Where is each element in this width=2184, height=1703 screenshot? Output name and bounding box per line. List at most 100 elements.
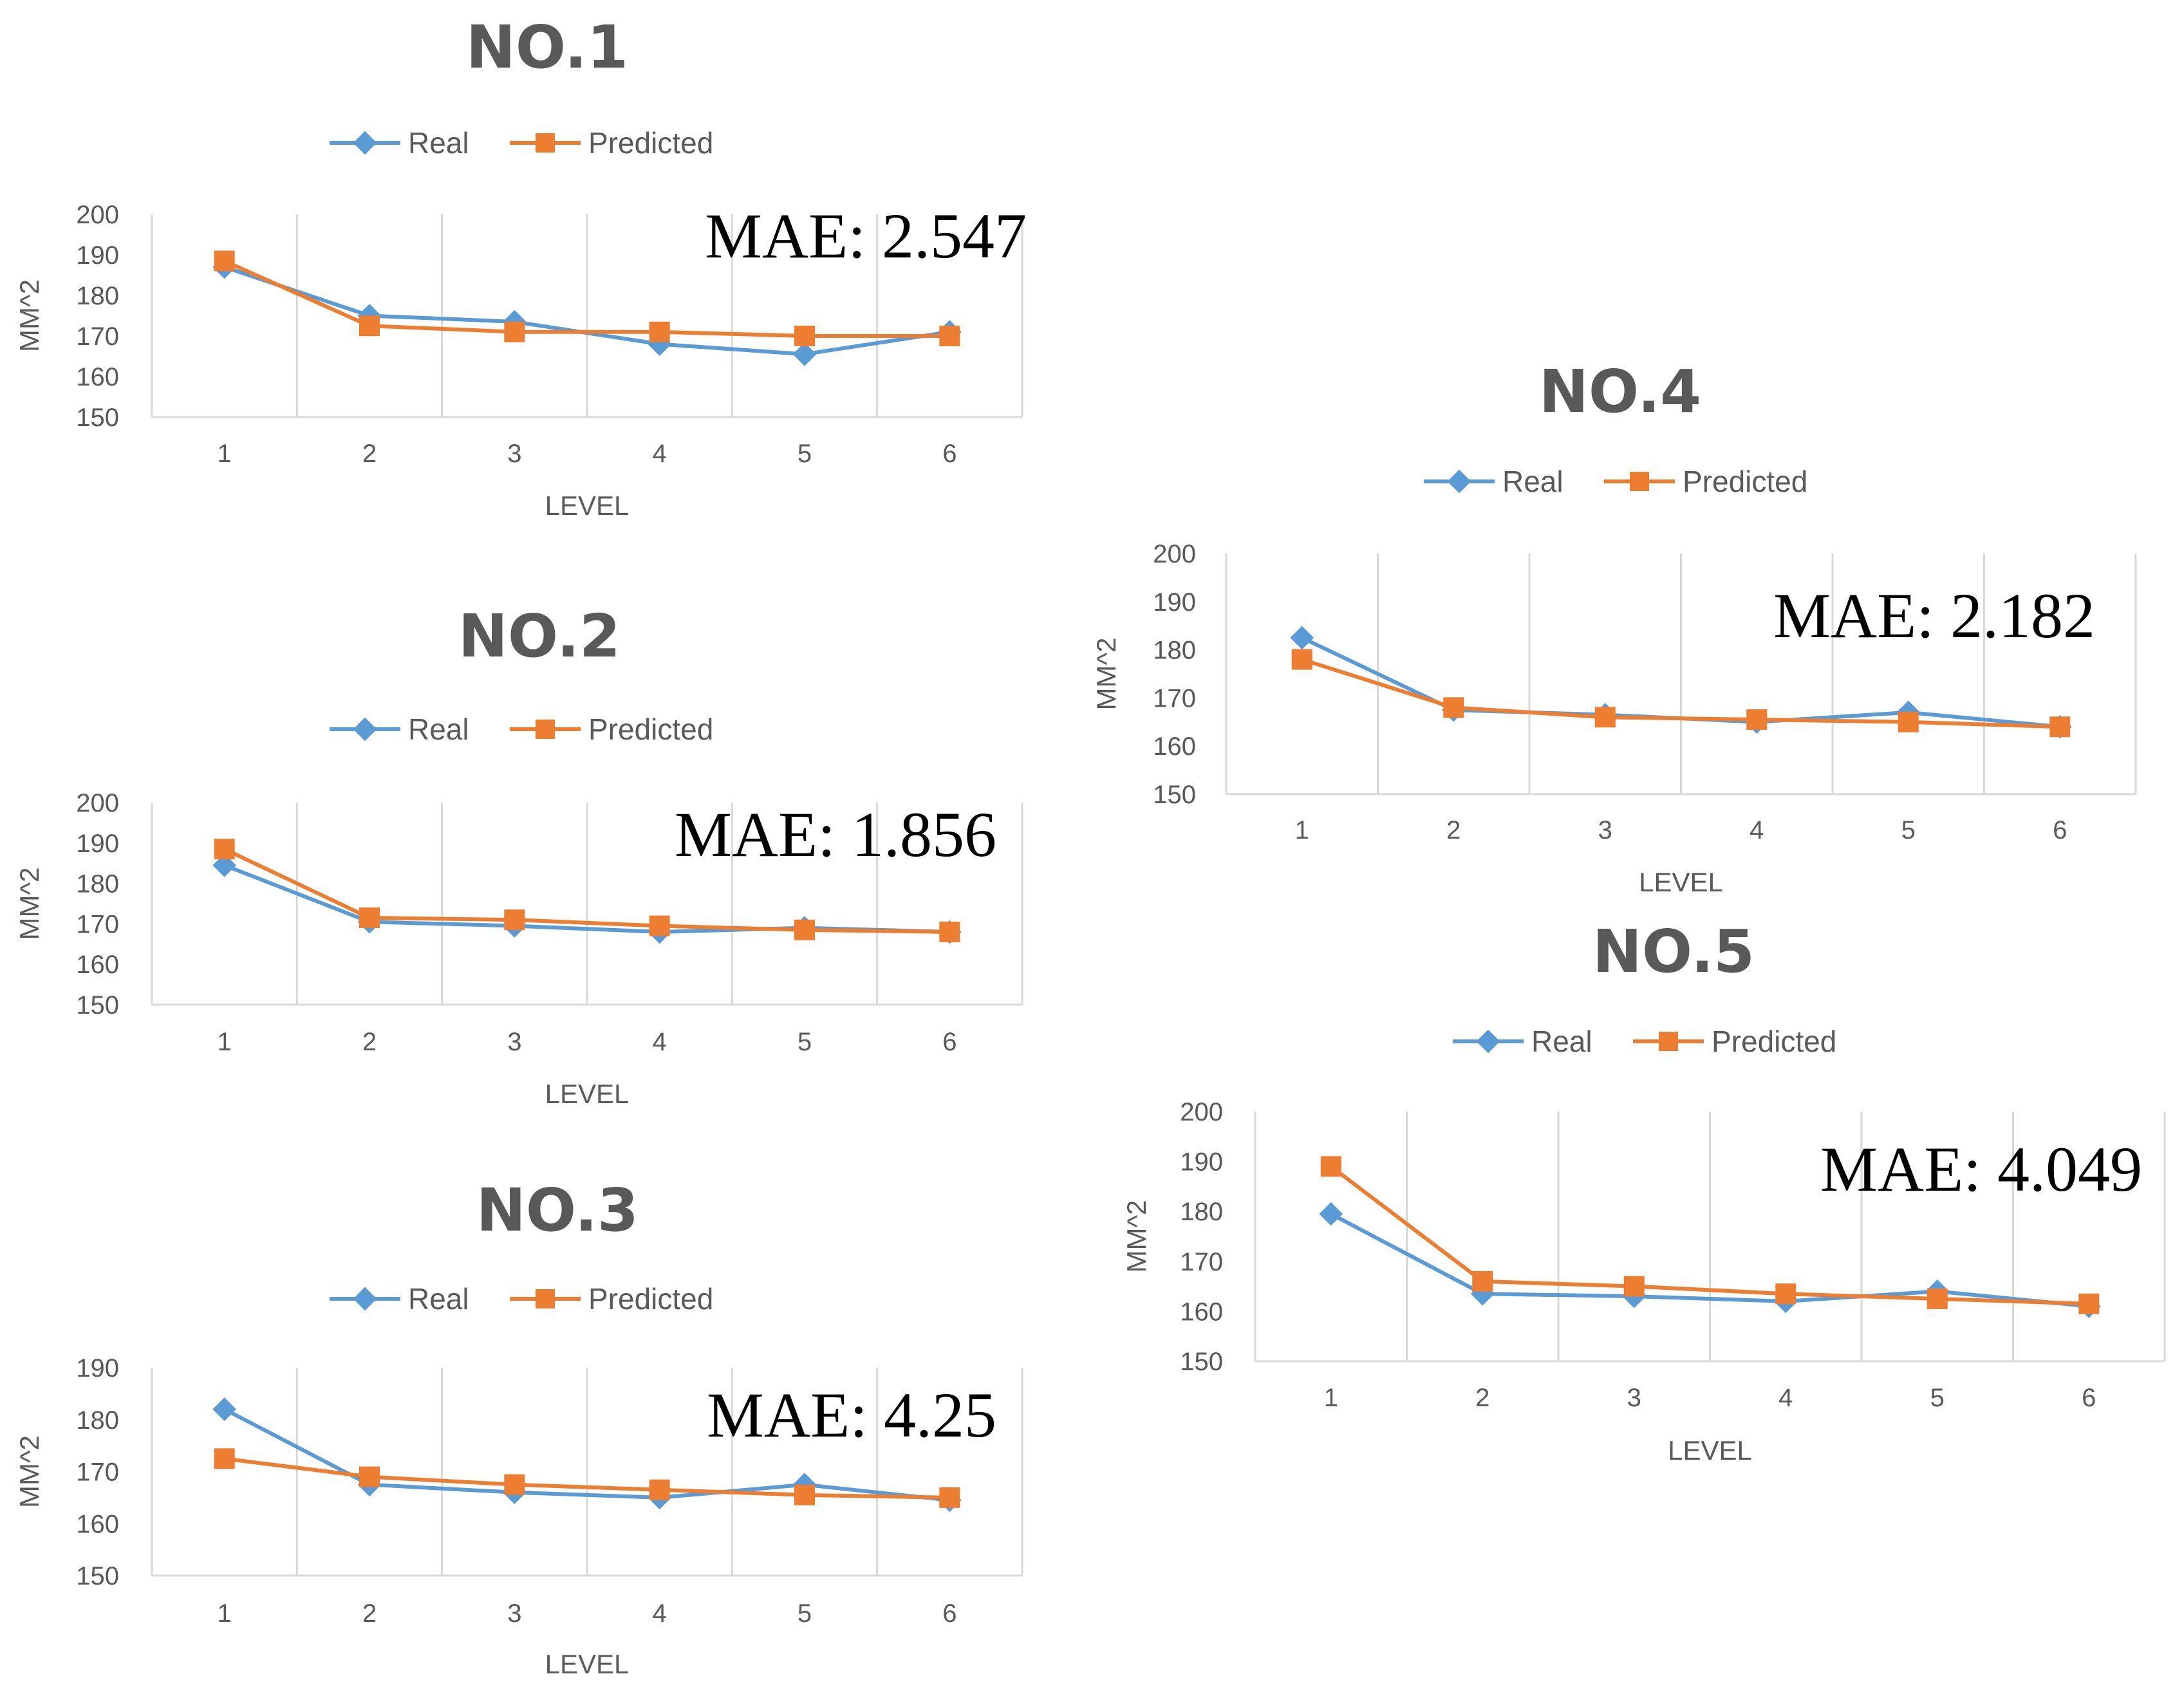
x-tick-label: 5 <box>798 1599 812 1628</box>
y-tick-label: 160 <box>1180 1298 1223 1326</box>
x-tick-label: 5 <box>798 1028 812 1056</box>
data-point-predicted <box>1320 1156 1341 1177</box>
legend-real-label: Real <box>408 126 469 160</box>
chart-title: NO.5 <box>1592 917 1755 986</box>
data-point-predicted <box>1443 697 1464 718</box>
y-tick-label: 190 <box>1153 588 1196 617</box>
series-predicted <box>1291 649 2071 738</box>
chart-5: NO.5 Real Predicted 150 160 170 180 190 200 1 2 3 4 5… <box>1121 917 2166 1466</box>
chart-2: NO.2 Real Predicted 150 160 170 180 190 200 1 2 3 4 5… <box>14 602 1023 1109</box>
y-tick-label: 150 <box>76 991 119 1019</box>
x-tick-label: 2 <box>362 1028 377 1056</box>
chart-title: NO.4 <box>1539 357 1701 426</box>
x-tick-label: 3 <box>1598 816 1612 844</box>
data-point-predicted <box>649 915 670 936</box>
y-tick-label: 180 <box>1153 637 1196 665</box>
chart-title: NO.2 <box>458 602 621 671</box>
y-axis-title: MM^2 <box>1091 637 1121 710</box>
data-point-predicted <box>649 321 670 342</box>
legend-predicted-label: Predicted <box>588 712 713 746</box>
data-point-predicted <box>649 1479 670 1500</box>
y-tick-label: 160 <box>76 1510 119 1538</box>
legend-real-marker <box>1476 1029 1500 1054</box>
y-tick-label: 200 <box>76 201 119 229</box>
y-tick-label: 160 <box>76 951 119 979</box>
legend-real-marker <box>353 717 377 741</box>
x-tick-label: 1 <box>1295 816 1309 844</box>
data-point-predicted <box>214 839 235 860</box>
mae-annotation: MAE: 4.25 <box>707 1379 996 1451</box>
data-point-predicted <box>939 326 960 346</box>
legend-real-marker <box>353 1287 377 1311</box>
chart-title: NO.3 <box>476 1176 639 1245</box>
y-tick-label: 190 <box>76 830 119 858</box>
legend: Real Predicted <box>330 1282 713 1316</box>
chart-title: NO.1 <box>466 13 628 82</box>
data-point-predicted <box>504 321 525 342</box>
x-tick-label: 2 <box>362 440 377 468</box>
y-tick-label: 180 <box>1180 1198 1223 1226</box>
data-point-predicted <box>2078 1293 2100 1314</box>
data-point-predicted <box>214 250 235 272</box>
data-point-predicted <box>1594 707 1616 728</box>
data-point-predicted <box>794 1484 815 1505</box>
data-point-predicted <box>794 919 815 940</box>
data-point-predicted <box>359 907 380 928</box>
x-tick-label: 1 <box>218 1599 232 1628</box>
data-point-real <box>1290 626 1314 650</box>
x-tick-label: 3 <box>507 440 521 468</box>
y-tick-label: 150 <box>1153 781 1196 809</box>
data-point-real <box>1319 1202 1343 1226</box>
x-axis-title: LEVEL <box>545 1079 630 1109</box>
x-tick-label: 1 <box>218 440 232 468</box>
y-tick-label: 200 <box>76 789 119 817</box>
legend: Real Predicted <box>1453 1025 1836 1058</box>
y-tick-label: 170 <box>1180 1248 1223 1276</box>
x-tick-label: 6 <box>942 1599 957 1628</box>
y-tick-label: 180 <box>76 1406 119 1435</box>
data-point-predicted <box>1898 711 1919 732</box>
data-point-predicted <box>214 1448 235 1469</box>
y-tick-label: 150 <box>1180 1348 1223 1376</box>
y-tick-label: 150 <box>76 1562 119 1590</box>
x-tick-label: 4 <box>653 1599 667 1628</box>
x-tick-label: 2 <box>1475 1384 1489 1412</box>
legend-real-marker <box>353 131 377 155</box>
x-tick-label: 5 <box>1930 1384 1945 1412</box>
legend-predicted-label: Predicted <box>1683 465 1807 498</box>
data-point-predicted <box>794 326 815 346</box>
series-predicted <box>214 250 960 346</box>
data-point-predicted <box>359 315 380 337</box>
y-axis-title: MM^2 <box>1121 1200 1152 1272</box>
x-tick-label: 2 <box>362 1599 377 1628</box>
legend-real-label: Real <box>408 1282 469 1316</box>
data-point-predicted <box>1927 1289 1948 1309</box>
legend-real-marker <box>1447 469 1471 494</box>
x-tick-label: 6 <box>2082 1384 2096 1412</box>
data-point-predicted <box>1746 709 1768 731</box>
x-tick-label: 6 <box>942 440 957 468</box>
y-tick-label: 200 <box>1153 540 1196 568</box>
y-tick-label: 200 <box>1180 1098 1223 1126</box>
x-axis-title: LEVEL <box>1639 867 1723 897</box>
x-tick-label: 4 <box>1750 816 1764 844</box>
data-point-predicted <box>359 1466 380 1487</box>
x-tick-label: 4 <box>653 1028 667 1056</box>
x-tick-label: 3 <box>507 1599 521 1628</box>
chart-4: NO.4 Real Predicted 150 160 170 180 190 200 1 2 3 4 5… <box>1091 357 2137 897</box>
chart-1: NO.1 Real Predicted 150 160 170 180 190 200 1 2 3 4 5… <box>14 13 1027 521</box>
legend-predicted-marker <box>536 133 555 153</box>
legend: Real Predicted <box>330 712 713 746</box>
y-tick-label: 190 <box>76 1354 119 1382</box>
x-tick-label: 5 <box>798 440 812 468</box>
series-predicted <box>214 1448 960 1508</box>
x-axis-title: LEVEL <box>1668 1435 1752 1466</box>
x-tick-label: 6 <box>942 1028 957 1056</box>
x-tick-label: 2 <box>1446 816 1461 844</box>
x-tick-label: 1 <box>1324 1384 1338 1412</box>
series-real-line <box>1330 1212 2089 1308</box>
legend-real-label: Real <box>1502 465 1563 498</box>
data-point-predicted <box>1291 649 1312 670</box>
legend-real-label: Real <box>1531 1025 1592 1058</box>
